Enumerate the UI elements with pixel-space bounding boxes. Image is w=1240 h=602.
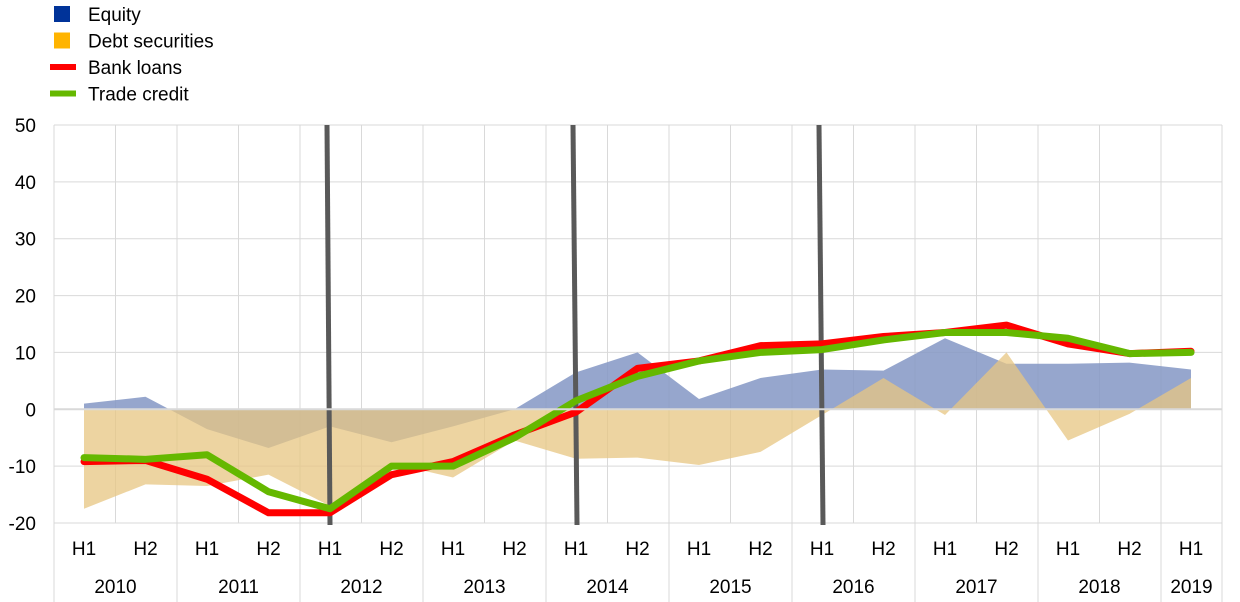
year-label: 2015 [709, 577, 751, 598]
point-bank-loans [820, 342, 824, 346]
x-axis-tick-labels: H1 H2 H1 H2 H1 H2 H1 H2 H1 H2 H1 H2 H1 H2 H1 H2 H1 H2 H1 20… [53, 523, 1223, 602]
point-trade-credit [82, 456, 86, 460]
y-tick-label: 30 [15, 230, 36, 251]
marker-line-2 [570, 124, 580, 526]
marker-lines [324, 124, 826, 526]
year-label: 2019 [1170, 577, 1212, 598]
y-tick-label: -20 [9, 514, 36, 535]
marker-line-1 [324, 124, 333, 526]
year-label: 2014 [586, 577, 629, 598]
x-tick-label: H1 [933, 539, 957, 560]
x-tick-label: H2 [625, 539, 649, 560]
area-debt-securities [84, 352, 1191, 509]
point-bank-loans [205, 477, 209, 481]
line-series [80, 321, 1195, 517]
x-tick-label: H2 [133, 539, 157, 560]
point-trade-credit [943, 331, 947, 335]
x-tick-label: H2 [256, 539, 280, 560]
point-bank-loans [1066, 342, 1070, 346]
point-trade-credit [267, 490, 270, 494]
marker-line-3 [816, 124, 826, 526]
point-trade-credit [574, 399, 578, 403]
point-trade-credit [328, 507, 332, 511]
x-tick-label: H1 [441, 539, 465, 560]
y-axis-tick-labels: -20 -10 0 10 20 30 40 50 [9, 116, 36, 535]
y-tick-label: 0 [25, 400, 36, 421]
year-label: 2011 [218, 577, 259, 598]
legend-label-equity: Equity [88, 5, 141, 26]
y-tick-label: -10 [9, 457, 36, 478]
x-tick-label: H1 [195, 539, 219, 560]
x-tick-label: H2 [502, 539, 526, 560]
x-tick-label: H1 [687, 539, 711, 560]
legend-label-debt-securities: Debt securities [88, 32, 214, 53]
point-trade-credit [390, 464, 393, 468]
point-trade-credit [144, 457, 147, 461]
x-tick-label: H1 [318, 539, 342, 560]
point-bank-loans [636, 366, 639, 370]
x-tick-label: H1 [1056, 539, 1080, 560]
point-trade-credit [882, 338, 885, 342]
point-trade-credit [205, 453, 209, 457]
point-trade-credit [1005, 331, 1008, 335]
point-trade-credit [820, 348, 824, 352]
x-tick-label: H2 [748, 539, 772, 560]
point-bank-loans [390, 473, 393, 477]
point-bank-loans [759, 344, 762, 348]
point-trade-credit [1189, 350, 1193, 354]
x-tick-label: H2 [1117, 539, 1141, 560]
x-tick-label: H1 [810, 539, 834, 560]
x-tick-label: H1 [564, 539, 588, 560]
legend-swatch-debt-securities [54, 32, 70, 49]
x-tick-label: H2 [871, 539, 895, 560]
x-tick-label: H2 [994, 539, 1018, 560]
point-bank-loans [267, 511, 270, 515]
y-tick-label: 40 [15, 173, 36, 194]
y-tick-label: 10 [15, 343, 36, 364]
x-tick-label: H1 [1179, 539, 1203, 560]
point-bank-loans [574, 410, 578, 414]
year-label: 2016 [832, 577, 874, 598]
legend-label-trade-credit: Trade credit [88, 85, 189, 106]
point-trade-credit [697, 359, 701, 363]
point-trade-credit [636, 374, 639, 378]
legend-label-bank-loans: Bank loans [88, 58, 182, 79]
point-trade-credit [1128, 352, 1131, 356]
year-label: 2013 [463, 577, 505, 598]
year-label: 2018 [1078, 577, 1120, 598]
year-label: 2012 [340, 577, 382, 598]
area-series [84, 338, 1191, 509]
x-tick-label: H2 [379, 539, 403, 560]
point-trade-credit [513, 436, 516, 440]
point-bank-loans [1005, 323, 1008, 327]
point-trade-credit [759, 350, 762, 354]
y-tick-label: 50 [15, 116, 36, 137]
x-tick-label: H1 [72, 539, 96, 560]
point-trade-credit [1066, 336, 1070, 340]
year-label: 2017 [955, 577, 997, 598]
legend-swatch-equity [54, 6, 70, 22]
year-label: 2010 [94, 577, 136, 598]
legend: Equity Debt securities Bank loans Trade cre… [50, 5, 214, 106]
y-tick-label: 20 [15, 287, 36, 308]
point-trade-credit [451, 464, 455, 468]
